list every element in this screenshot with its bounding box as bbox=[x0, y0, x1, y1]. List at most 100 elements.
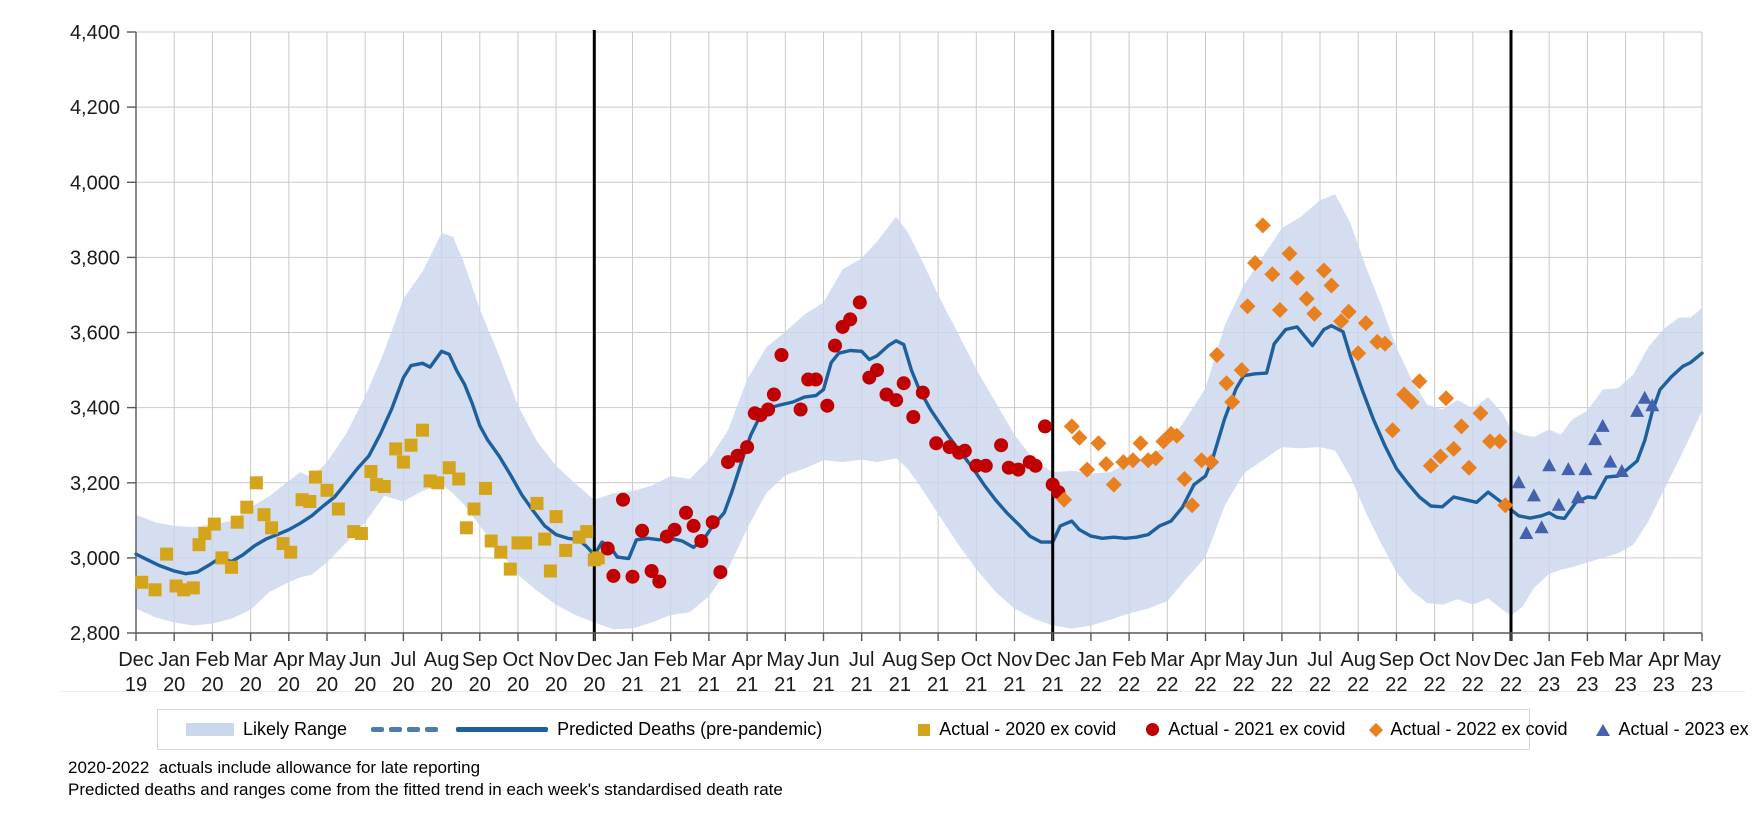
x-tick-year: 22 bbox=[1233, 674, 1255, 696]
solid-line-icon bbox=[456, 727, 549, 732]
x-tick-month: Mar bbox=[1608, 649, 1643, 671]
x-tick-year: 21 bbox=[1042, 674, 1064, 696]
legend-label-actual-2023: Actual - 2023 ex covid bbox=[1618, 719, 1752, 739]
x-tick-month: Feb bbox=[1112, 649, 1146, 671]
x-tick-year: 21 bbox=[774, 674, 796, 696]
legend-item-predicted-deaths: Predicted Deaths (pre-pandemic) bbox=[456, 719, 822, 740]
x-tick-year: 22 bbox=[1156, 674, 1178, 696]
x-tick-month: Feb bbox=[195, 649, 229, 671]
x-tick-month: Apr bbox=[732, 649, 763, 671]
chart-legend: Likely Range Predicted Deaths (pre-pande… bbox=[157, 709, 1752, 750]
y-tick-label: 4,200 bbox=[70, 97, 120, 119]
x-tick-year: 22 bbox=[1462, 674, 1484, 696]
x-tick-year: 23 bbox=[1614, 674, 1636, 696]
x-tick-year: 22 bbox=[1500, 674, 1522, 696]
x-tick-month: Mar bbox=[1150, 649, 1185, 671]
x-tick-year: 20 bbox=[163, 674, 185, 696]
y-tick-label: 3,000 bbox=[70, 548, 120, 570]
x-tick-month: Dec bbox=[1493, 649, 1529, 671]
x-tick-month: Jan bbox=[158, 649, 190, 671]
x-tick-year: 21 bbox=[851, 674, 873, 696]
legend-item-actual-2023: Actual - 2023 ex covid bbox=[1595, 719, 1752, 740]
x-tick-month: Sep bbox=[462, 649, 498, 671]
x-tick-month: Nov bbox=[1455, 649, 1491, 671]
y-tick-label: 4,400 bbox=[70, 22, 120, 44]
x-tick-year: 20 bbox=[583, 674, 605, 696]
x-tick-year: 21 bbox=[965, 674, 987, 696]
legend-item-actual-2021: Actual - 2021 ex covid bbox=[1146, 719, 1345, 740]
x-tick-year: 20 bbox=[316, 674, 338, 696]
x-tick-year: 23 bbox=[1538, 674, 1560, 696]
y-tick-label: 3,800 bbox=[70, 247, 120, 269]
series-actual-2023-ex-covid bbox=[1511, 390, 1660, 539]
x-tick-year: 19 bbox=[125, 674, 147, 696]
y-tick-label: 3,600 bbox=[70, 323, 120, 345]
x-tick-month: Apr bbox=[273, 649, 304, 671]
x-tick-month: Sep bbox=[1379, 649, 1415, 671]
x-tick-month: Jul bbox=[849, 649, 875, 671]
y-tick-label: 4,000 bbox=[70, 172, 120, 194]
x-tick-month: Nov bbox=[997, 649, 1033, 671]
legend-item-actual-2022: Actual - 2022 ex covid bbox=[1369, 719, 1568, 740]
x-tick-month: May bbox=[308, 649, 346, 671]
x-tick-month: Nov bbox=[538, 649, 574, 671]
footnote-late-reporting: 2020-2022 actuals include allowance for … bbox=[68, 758, 481, 777]
x-tick-month: Jun bbox=[349, 649, 381, 671]
dashed-line-icon bbox=[371, 727, 439, 732]
series-actual-2020-ex-covid bbox=[135, 423, 605, 597]
x-tick-year: 22 bbox=[1309, 674, 1331, 696]
likely-range-swatch-icon bbox=[186, 723, 234, 736]
x-tick-month: May bbox=[766, 649, 804, 671]
x-tick-month: Feb bbox=[1570, 649, 1604, 671]
x-tick-year: 23 bbox=[1576, 674, 1598, 696]
legend-label-actual-2020: Actual - 2020 ex covid bbox=[939, 719, 1117, 739]
x-tick-month: Feb bbox=[653, 649, 687, 671]
y-axis-labels: 2,800 3,000 3,200 3,400 3,600 3,800 4,000 4,200… bbox=[70, 22, 136, 645]
x-tick-year: 22 bbox=[1194, 674, 1216, 696]
series-actual-2021-ex-covid bbox=[600, 295, 1066, 589]
x-tick-year: 21 bbox=[927, 674, 949, 696]
x-tick-month: Jun bbox=[1266, 649, 1298, 671]
footnote-predicted-source: Predicted deaths and ranges come from th… bbox=[68, 780, 783, 799]
x-tick-year: 21 bbox=[1003, 674, 1025, 696]
legend-item-actual-2020: Actual - 2020 ex covid bbox=[918, 719, 1116, 740]
x-tick-year: 22 bbox=[1271, 674, 1293, 696]
weekly-deaths-chart: 2,800 3,000 3,200 3,400 3,600 3,800 4,000 4,200… bbox=[70, 22, 1721, 696]
x-tick-year: 20 bbox=[201, 674, 223, 696]
x-tick-year: 22 bbox=[1347, 674, 1369, 696]
x-tick-year: 20 bbox=[507, 674, 529, 696]
x-tick-month: Oct bbox=[502, 649, 534, 671]
x-tick-year: 21 bbox=[736, 674, 758, 696]
x-tick-month: Jun bbox=[807, 649, 839, 671]
legend-item-dashed-line bbox=[371, 727, 439, 732]
x-tick-month: Jul bbox=[1307, 649, 1333, 671]
x-tick-year: 21 bbox=[889, 674, 911, 696]
x-tick-year: 20 bbox=[239, 674, 261, 696]
x-tick-year: 20 bbox=[392, 674, 414, 696]
x-tick-month: Aug bbox=[882, 649, 918, 671]
likely-range-band bbox=[136, 194, 1702, 630]
legend-label-actual-2021: Actual - 2021 ex covid bbox=[1168, 719, 1346, 739]
x-tick-year: 21 bbox=[621, 674, 643, 696]
x-tick-year: 20 bbox=[430, 674, 452, 696]
x-tick-year: 21 bbox=[698, 674, 720, 696]
y-tick-label: 3,400 bbox=[70, 398, 120, 420]
x-tick-month: Apr bbox=[1648, 649, 1679, 671]
legend-label-actual-2022: Actual - 2022 ex covid bbox=[1390, 719, 1568, 739]
x-tick-month: Oct bbox=[1419, 649, 1451, 671]
series-actual-2022-ex-covid bbox=[1056, 217, 1514, 514]
x-tick-year: 23 bbox=[1653, 674, 1675, 696]
x-tick-month: Oct bbox=[961, 649, 993, 671]
x-tick-month: Dec bbox=[118, 649, 154, 671]
x-tick-year: 22 bbox=[1118, 674, 1140, 696]
x-axis-labels: Dec 19 Jan 20 Feb 20 Mar 20 Apr 20 May 20 Jun 20 Jul 20… bbox=[118, 633, 1721, 696]
x-tick-year: 20 bbox=[354, 674, 376, 696]
x-tick-month: Dec bbox=[1035, 649, 1071, 671]
x-tick-month: Apr bbox=[1190, 649, 1221, 671]
y-tick-label: 2,800 bbox=[70, 623, 120, 645]
x-tick-month: Mar bbox=[233, 649, 268, 671]
square-marker-icon bbox=[918, 723, 931, 736]
legend-label-predicted-deaths: Predicted Deaths (pre-pandemic) bbox=[557, 719, 823, 739]
x-tick-month: Jan bbox=[1533, 649, 1565, 671]
